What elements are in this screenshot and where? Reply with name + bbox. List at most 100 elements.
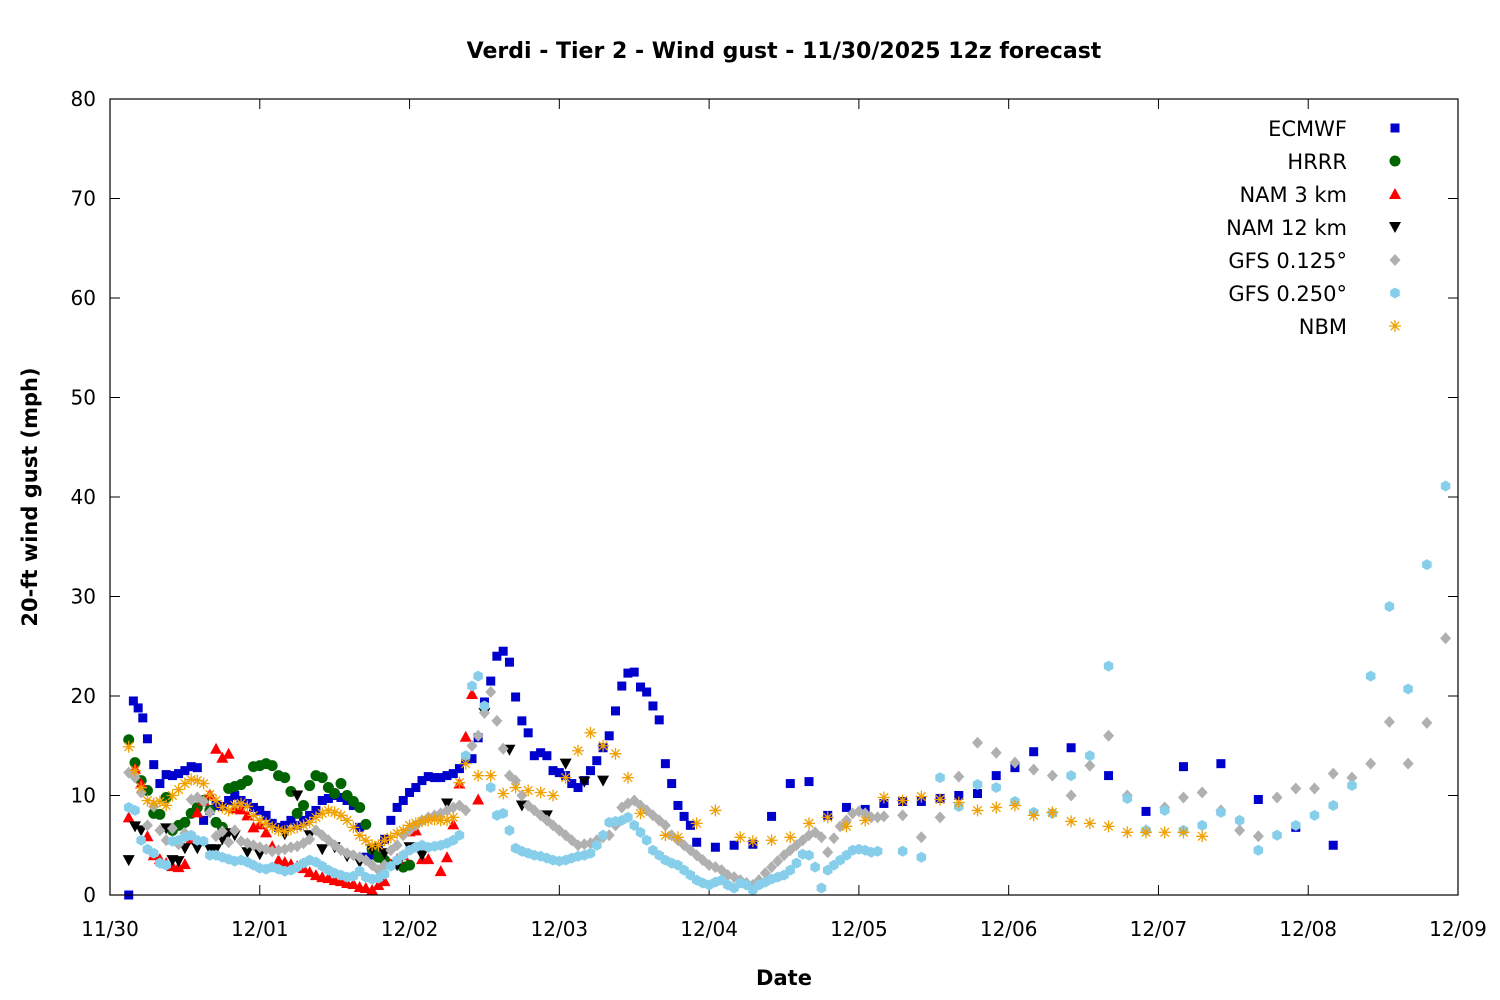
data-point-nam-3-km (191, 806, 204, 818)
data-point-nam-3-km (366, 884, 379, 896)
data-point-gfs-0-125 (478, 706, 490, 719)
data-point-gfs-0-250 (1384, 600, 1395, 612)
data-point-nbm (309, 811, 322, 824)
data-point-ecmwf (167, 771, 177, 781)
data-point-nbm (203, 788, 216, 801)
legend-label-nbm: NBM (1299, 315, 1347, 339)
legend-marker-nam-3-km (1389, 188, 1401, 199)
data-point-nbm (1121, 826, 1134, 839)
data-point-gfs-0-250 (585, 847, 596, 859)
data-point-nbm (241, 800, 254, 813)
data-point-ecmwf (1253, 794, 1263, 804)
data-point-gfs-0-250 (641, 834, 652, 846)
data-point-ecmwf (423, 772, 433, 782)
data-point-hrrr (316, 772, 328, 784)
data-point-nam-12-km (172, 856, 185, 868)
y-tick-label: 50 (71, 386, 96, 410)
data-point-nbm (634, 807, 647, 820)
y-tick-label: 80 (71, 87, 96, 111)
data-point-ecmwf (648, 701, 658, 711)
legend-marker-hrrr (1389, 155, 1401, 167)
data-point-gfs-0-125 (897, 809, 909, 822)
data-point-gfs-0-125 (247, 839, 259, 852)
data-point-hrrr (291, 807, 303, 819)
data-point-gfs-0-125 (154, 824, 166, 837)
data-point-gfs-0-125 (1252, 830, 1264, 843)
data-point-nam-12-km (597, 775, 610, 787)
data-point-nbm (1083, 817, 1096, 830)
data-point-nbm (547, 789, 560, 802)
data-point-ecmwf (592, 756, 602, 766)
data-point-ecmwf (454, 764, 464, 774)
data-point-ecmwf (504, 657, 514, 667)
data-point-gfs-0-125 (466, 739, 478, 752)
data-point-gfs-0-125 (1084, 759, 1096, 772)
data-point-ecmwf (623, 668, 633, 678)
data-point-ecmwf (261, 810, 271, 820)
data-point-hrrr (335, 778, 347, 790)
data-point-ecmwf (255, 805, 265, 815)
data-point-gfs-0-125 (460, 804, 472, 817)
data-point-nbm (266, 821, 279, 834)
data-point-nbm (122, 740, 135, 753)
data-point-ecmwf (710, 842, 720, 852)
data-point-gfs-0-125 (229, 824, 241, 837)
data-point-gfs-0-250 (810, 861, 820, 873)
data-point-nbm (303, 816, 316, 829)
data-point-nbm (172, 783, 185, 796)
data-point-nbm (135, 781, 148, 794)
data-point-nbm (1008, 799, 1021, 812)
y-tick-label: 30 (71, 585, 96, 609)
x-tick-label: 12/02 (381, 917, 439, 941)
data-point-gfs-0-250 (991, 782, 1001, 794)
data-point-gfs-0-125 (1327, 767, 1339, 780)
data-point-nam-3-km (472, 793, 485, 805)
data-point-gfs-0-250 (1103, 660, 1114, 672)
data-point-hrrr (404, 859, 416, 871)
data-point-nam-3-km (466, 688, 479, 700)
data-point-nbm (821, 811, 834, 824)
data-point-nbm (366, 839, 379, 852)
x-tick-label: 12/03 (531, 917, 589, 941)
data-point-nbm (260, 817, 273, 830)
data-point-nbm (453, 776, 466, 789)
data-point-ecmwf (767, 811, 777, 821)
data-point-ecmwf (785, 779, 795, 789)
x-tick-label: 12/05 (830, 917, 888, 941)
data-point-nbm (441, 814, 453, 827)
data-point-nam-12-km (253, 849, 266, 861)
data-point-gfs-0-125 (1383, 715, 1395, 728)
data-point-gfs-0-125 (659, 819, 671, 832)
data-point-gfs-0-125 (828, 832, 840, 845)
data-point-nam-3-km (434, 865, 447, 877)
data-point-ecmwf (155, 779, 165, 789)
data-point-ecmwf (336, 792, 346, 802)
data-point-nbm (272, 824, 285, 837)
data-point-gfs-0-250 (1272, 829, 1282, 841)
data-point-nbm (353, 829, 366, 842)
data-point-ecmwf (436, 773, 446, 783)
data-point-nbm (434, 814, 447, 827)
data-point-gfs-0-250 (1347, 780, 1357, 792)
data-point-ecmwf (729, 840, 739, 850)
data-point-nbm (609, 747, 622, 760)
data-point-hrrr (160, 791, 172, 803)
data-point-nbm (709, 804, 722, 817)
data-point-nbm (534, 786, 547, 799)
data-point-ecmwf (180, 766, 190, 776)
data-point-gfs-0-250 (136, 834, 146, 846)
data-point-gfs-0-125 (141, 819, 153, 832)
data-point-nbm (896, 794, 909, 807)
data-point-nbm (1158, 826, 1171, 839)
data-point-ecmwf (142, 734, 152, 744)
data-point-nam-12-km (441, 798, 453, 810)
data-point-ecmwf (1141, 806, 1151, 816)
data-point-nam-3-km (210, 742, 223, 754)
data-point-nam-3-km (422, 853, 435, 865)
data-point-nbm (621, 771, 634, 784)
data-point-ecmwf (192, 763, 202, 773)
chart-title: Verdi - Tier 2 - Wind gust - 11/30/2025 … (467, 39, 1102, 64)
data-point-hrrr (123, 734, 135, 746)
data-point-gfs-0-250 (467, 680, 477, 692)
data-point-gfs-0-250 (1403, 683, 1413, 695)
